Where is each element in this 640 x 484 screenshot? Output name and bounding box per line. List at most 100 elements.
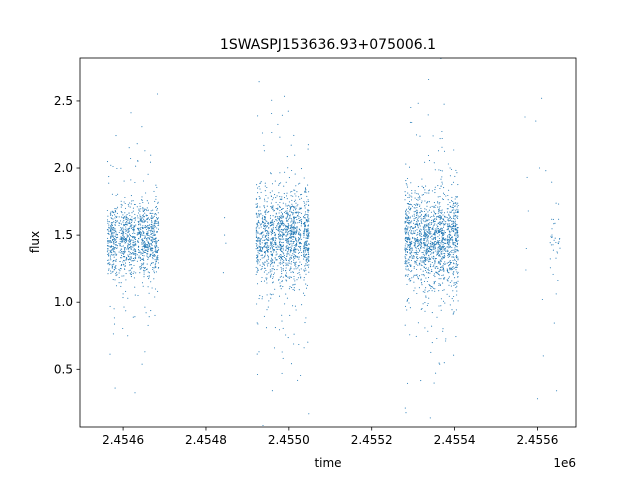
data-point xyxy=(137,240,139,242)
data-point xyxy=(454,234,456,236)
data-point xyxy=(283,254,285,257)
data-point xyxy=(300,220,302,222)
data-point xyxy=(305,243,307,245)
data-point xyxy=(411,257,413,259)
data-point xyxy=(257,269,259,271)
data-point xyxy=(111,246,113,248)
data-point xyxy=(410,265,412,268)
data-point xyxy=(424,192,426,194)
data-point xyxy=(453,282,455,284)
data-point xyxy=(121,252,123,254)
data-point xyxy=(427,240,429,242)
data-point xyxy=(267,242,269,244)
data-point xyxy=(449,259,451,262)
data-point xyxy=(281,217,283,219)
data-point xyxy=(433,281,435,283)
data-point xyxy=(293,224,295,226)
data-point xyxy=(143,251,146,253)
data-point xyxy=(147,250,149,252)
data-point xyxy=(146,245,148,247)
data-point xyxy=(455,235,457,237)
data-point xyxy=(115,273,117,275)
data-point xyxy=(145,208,147,210)
data-point xyxy=(269,225,271,227)
data-point xyxy=(442,243,444,245)
data-point xyxy=(130,112,132,114)
data-point xyxy=(265,269,267,272)
data-point xyxy=(132,210,134,212)
data-point xyxy=(415,216,418,219)
data-point xyxy=(122,227,124,229)
data-point xyxy=(157,262,159,264)
data-point xyxy=(151,256,153,258)
data-point xyxy=(438,207,440,209)
data-point xyxy=(281,273,283,275)
data-point xyxy=(130,219,132,221)
data-point xyxy=(404,324,406,326)
data-point xyxy=(282,202,284,204)
data-point xyxy=(142,250,144,252)
data-point xyxy=(423,242,425,244)
data-point xyxy=(261,254,263,256)
data-point xyxy=(430,211,432,213)
data-point xyxy=(281,372,283,374)
data-point xyxy=(142,216,144,218)
data-point xyxy=(267,234,270,236)
data-point xyxy=(286,212,288,214)
data-point xyxy=(139,230,141,233)
data-point xyxy=(448,254,450,256)
data-point xyxy=(417,322,419,324)
data-point xyxy=(457,300,459,302)
data-point xyxy=(439,138,441,140)
data-point xyxy=(416,237,419,239)
data-point xyxy=(455,287,457,289)
data-point xyxy=(144,267,146,269)
data-point xyxy=(132,239,134,241)
data-point xyxy=(139,205,141,207)
data-point xyxy=(416,234,418,236)
data-point xyxy=(123,217,125,219)
data-point xyxy=(279,246,281,248)
data-point xyxy=(424,247,426,249)
data-point xyxy=(278,230,280,232)
data-point xyxy=(281,270,283,272)
data-point xyxy=(304,246,306,249)
data-point xyxy=(259,246,261,248)
data-point xyxy=(304,187,307,189)
data-point xyxy=(307,266,310,268)
data-point xyxy=(288,276,290,278)
data-point xyxy=(550,236,552,238)
data-point xyxy=(148,224,151,226)
data-point xyxy=(419,240,421,242)
data-point xyxy=(272,226,274,228)
data-point xyxy=(448,230,451,232)
data-point xyxy=(431,238,433,240)
data-point xyxy=(307,209,309,211)
data-point xyxy=(272,206,274,209)
data-point xyxy=(125,230,127,233)
data-point xyxy=(125,222,127,224)
data-point xyxy=(426,237,428,239)
data-point xyxy=(279,136,281,138)
data-point xyxy=(113,251,115,253)
data-point xyxy=(441,246,443,249)
data-point xyxy=(308,271,310,273)
data-point xyxy=(260,226,262,228)
data-point xyxy=(122,233,124,235)
data-point xyxy=(429,248,431,250)
data-point xyxy=(155,237,157,239)
data-point xyxy=(125,215,127,217)
data-point xyxy=(438,290,440,292)
data-point xyxy=(440,227,442,229)
data-point xyxy=(271,199,273,201)
data-point xyxy=(433,245,435,247)
data-point xyxy=(152,216,154,218)
data-point xyxy=(277,208,279,211)
data-point xyxy=(266,245,268,248)
data-point xyxy=(549,267,551,269)
data-point xyxy=(426,247,428,249)
data-point xyxy=(441,137,443,140)
data-point xyxy=(142,240,144,242)
data-point xyxy=(115,234,117,236)
data-point xyxy=(413,290,415,292)
